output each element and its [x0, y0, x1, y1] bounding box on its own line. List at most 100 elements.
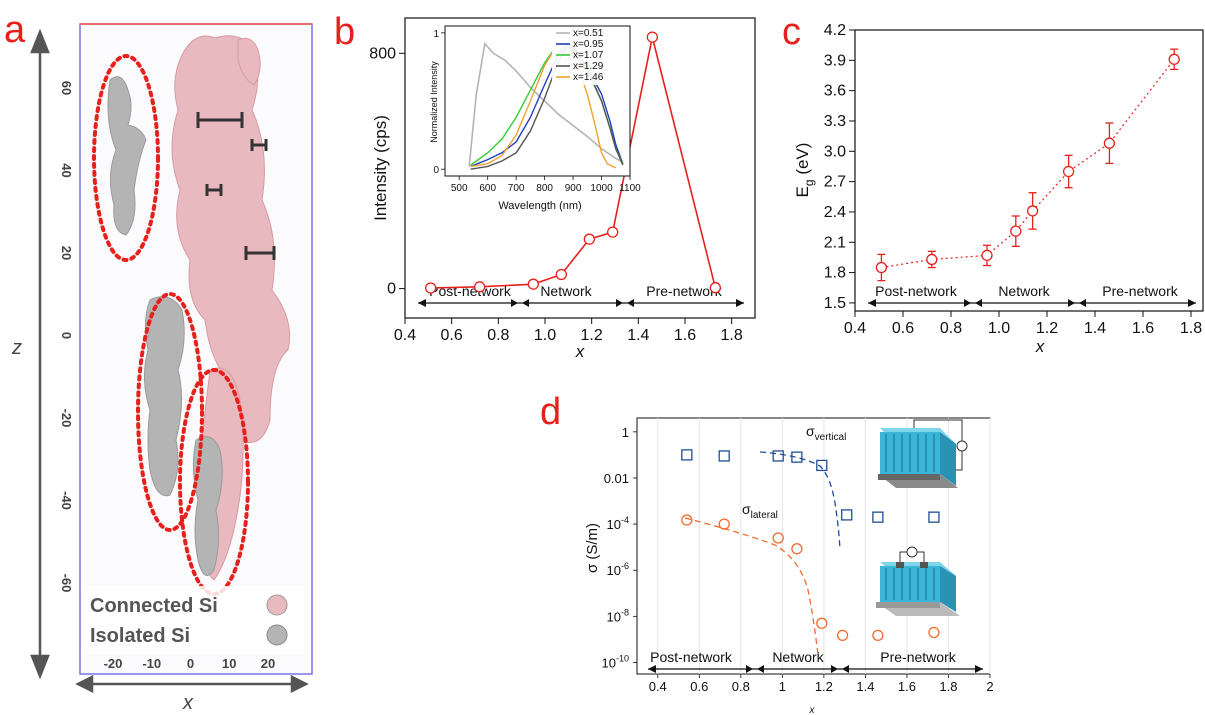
y-tick-label-c: 4.2 [824, 22, 846, 39]
bandgap-point [1168, 53, 1180, 65]
legend-swatch-isolated [266, 624, 288, 646]
z-tick-label: -20 [59, 409, 74, 428]
sigma-lateral-sub: lateral [751, 510, 778, 521]
y-tick-label-c: 2.1 [824, 234, 846, 251]
sigma-point-0 [816, 459, 828, 472]
x-axis-label-c: x [1035, 337, 1045, 356]
vertical-fit-curve [759, 451, 841, 551]
x-tick-label-c: 1.8 [1180, 320, 1202, 337]
x-tick-label: -10 [142, 656, 161, 671]
y-tick-label-d: 1 [622, 425, 629, 440]
bandgap-point [981, 249, 993, 262]
z-tick-label: 60 [59, 81, 74, 95]
inset-y-tick-label: 1 [433, 29, 439, 40]
x-tick-label: 10 [222, 656, 236, 671]
series-d [681, 449, 940, 641]
sigma-lateral-main: σ [742, 501, 751, 517]
bandgap-point [1026, 205, 1039, 217]
panel-label-d: d [540, 391, 561, 433]
x-tick-label-d: 1.2 [815, 679, 833, 694]
inset-legend-label: x=1.07 [573, 50, 604, 61]
y-axis-label-c-unit: (eV) [793, 143, 812, 180]
y-tick-label-c: 2.4 [824, 204, 846, 221]
sigma-vertical-label: σvertical [806, 423, 846, 443]
region-c-divider-0-a [964, 299, 971, 307]
x-tick-label-c: 1.2 [1036, 320, 1058, 337]
region-c-divider-0-b [975, 299, 982, 307]
region-d-divider-1-b [842, 665, 849, 673]
intensity-point [555, 268, 567, 281]
x-axis-arrow [75, 674, 309, 694]
bandgap-point [875, 261, 888, 274]
region-c-label-0: Post-network [875, 283, 958, 299]
region-d-label-2: Pre-network [880, 649, 956, 665]
panel-label-b: b [334, 11, 355, 53]
x-tick-label-b: 1.8 [721, 327, 743, 344]
region-b-arrow-right [736, 299, 744, 307]
lateral-fit-curve [684, 517, 819, 656]
intensity-point [474, 281, 486, 293]
region-b-divider-1-a [616, 299, 623, 307]
y-tick-label-b: 800 [369, 45, 396, 62]
regions-d: Post-network Network Pre-network [648, 649, 983, 673]
sigma-point-0 [872, 511, 884, 523]
sigma-vertical-main: σ [806, 423, 815, 439]
z-axis-arrow [30, 28, 50, 680]
x-tick-label-b: 1.4 [627, 327, 649, 344]
y-tick-label-d: 10-10 [602, 653, 629, 670]
x-tick-label-b: 0.6 [441, 327, 463, 344]
isolated-si-structure [107, 76, 223, 577]
region-d-label-1: Network [772, 649, 824, 665]
y-tick-label-c: 3.0 [824, 143, 846, 160]
region-c-label-1: Network [998, 283, 1050, 299]
inset-legend-label: x=0.51 [573, 28, 604, 39]
x-tick-label-b: 1.6 [674, 327, 696, 344]
y-tick-label-c: 1.8 [824, 265, 846, 282]
axis-ticks-c: 0.4 0.6 0.8 1.0 1.2 1.4 1.6 1.8 1.5 1.8 2.1 2.4 2.7 3… [824, 22, 1202, 337]
sigma-point-0 [772, 450, 784, 462]
region-d-divider-1-a [831, 665, 838, 673]
region-d-divider-0-a [746, 665, 753, 673]
inset-x-tick-label: 700 [508, 183, 525, 194]
x-tick-label-b: 1.0 [534, 327, 556, 344]
region-c-divider-1-b [1079, 299, 1086, 307]
x-tick-label-c: 0.4 [844, 320, 866, 337]
plot-frame-b [404, 17, 756, 319]
x-tick-label-d: 1.8 [939, 679, 957, 694]
intensity-line [430, 36, 717, 289]
x-tick-label-d: 2 [986, 679, 993, 694]
x-axis-label: x [182, 692, 194, 714]
legend-label-isolated: Isolated Si [90, 625, 190, 647]
x-tick-label: 0 [187, 656, 194, 671]
vertical-device-schematic [878, 419, 968, 488]
inset-x-label: Wavelength (nm) [498, 200, 581, 212]
inset-x-tick-label: 900 [565, 183, 582, 194]
region-b-arrow-left [418, 299, 426, 307]
inset-legend-label: x=1.46 [573, 72, 604, 83]
z-tick-label: -40 [59, 491, 74, 510]
y-tick-label-d: 10-4 [607, 515, 629, 532]
inset-x-tick-label: 500 [451, 183, 468, 194]
region-c-arrow-right [1188, 299, 1196, 307]
panel-b: b 0.4 0.6 0.8 1.0 1.2 1.4 1.6 1.8 0 800 Intensity… [334, 11, 756, 361]
sigma-point-0 [718, 450, 730, 462]
axis-ticks-b: 0.4 0.6 0.8 1.0 1.2 1.4 1.6 1.8 0 800 [369, 45, 743, 344]
region-b-divider-1-b [627, 299, 634, 307]
inset-y-label: Normalized Intensity [429, 61, 439, 143]
sigma-point-1 [791, 543, 803, 555]
bandgap-point [1010, 225, 1022, 237]
inset-spectrum-0 [468, 41, 624, 167]
y-axis-label-b: Intensity (cps) [371, 115, 390, 221]
region-d-arrow-right [975, 665, 983, 673]
y-tick-label-b: 0 [387, 281, 396, 298]
sigma-point-1 [836, 629, 849, 641]
inset-x-tick-label: 600 [479, 183, 496, 194]
bandgap-fit [881, 58, 1175, 269]
sigma-point-1 [872, 629, 884, 641]
series-c [875, 48, 1180, 282]
y-tick-label-d: 0.01 [604, 471, 629, 486]
region-d-divider-0-b [757, 665, 764, 673]
sigma-point-1 [772, 532, 784, 544]
